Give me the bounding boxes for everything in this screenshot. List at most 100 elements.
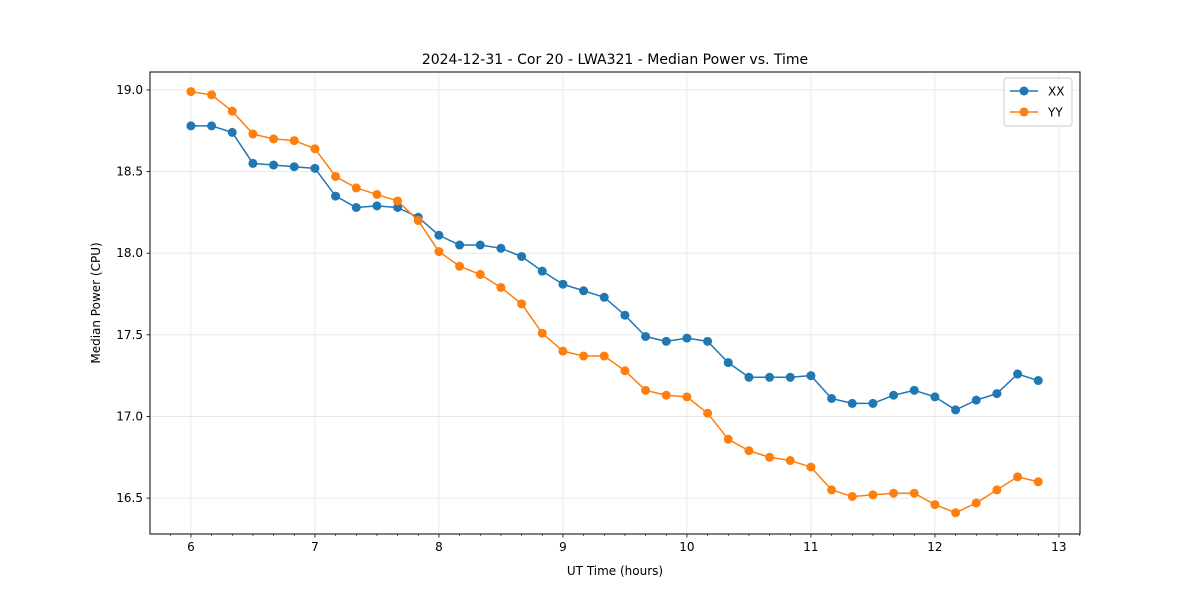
series-yy-point	[186, 87, 196, 97]
legend-xx-label: XX	[1048, 85, 1064, 99]
y-tick-label: 17.5	[116, 328, 143, 342]
x-tick-label: 13	[1051, 540, 1066, 554]
chart-title: 2024-12-31 - Cor 20 - LWA321 - Median Po…	[422, 52, 808, 68]
y-tick-label: 18.0	[116, 246, 143, 260]
series-yy-point	[372, 189, 382, 199]
series-xx-point	[744, 372, 754, 382]
series-xx-point	[661, 336, 671, 346]
series-yy-point	[1013, 472, 1023, 482]
series-yy-point	[269, 134, 279, 144]
series-yy-point	[496, 282, 506, 292]
series-yy	[186, 87, 1043, 518]
series-xx-point	[372, 201, 382, 211]
y-tick-label: 19.0	[116, 83, 143, 97]
series-xx-point	[310, 163, 320, 173]
series-yy-point	[641, 385, 651, 395]
x-tick-label: 12	[927, 540, 942, 554]
y-axis-label: Median Power (CPU)	[89, 242, 103, 363]
series-xx-point	[806, 371, 816, 381]
series-yy-point	[620, 366, 630, 376]
series-yy-point	[661, 390, 671, 400]
series-xx-point	[909, 385, 919, 395]
legend-xx-marker	[1019, 86, 1029, 96]
series-xx-point	[186, 121, 196, 131]
series-yy-point	[909, 488, 919, 498]
grid	[150, 72, 1080, 534]
series-layer	[186, 87, 1043, 518]
x-tick-label: 7	[311, 540, 319, 554]
series-yy-point	[331, 171, 341, 181]
series-xx-point	[682, 333, 692, 343]
series-xx-point	[723, 358, 733, 368]
series-xx-point	[599, 292, 609, 302]
x-tick-label: 8	[435, 540, 443, 554]
series-yy-point	[1033, 477, 1043, 487]
series-xx-point	[269, 160, 279, 170]
series-yy-point	[434, 247, 444, 257]
series-yy-point	[723, 434, 733, 444]
y-axis: 16.5 17.0 17.5 18.0 18.5 19.0	[116, 83, 150, 505]
y-tick-label: 17.0	[116, 409, 143, 423]
series-xx-point	[703, 336, 713, 346]
series-xx-point	[889, 390, 899, 400]
series-xx-point	[558, 279, 568, 289]
series-xx-point	[847, 398, 857, 408]
series-yy-point	[889, 488, 899, 498]
series-xx-point	[1013, 369, 1023, 379]
series-yy-point	[248, 129, 258, 139]
series-yy-point	[703, 408, 713, 418]
series-yy-point	[475, 269, 485, 279]
series-yy-point	[847, 491, 857, 501]
series-yy-point	[744, 446, 754, 456]
series-xx-point	[992, 389, 1002, 399]
series-xx-point	[496, 243, 506, 253]
series-xx-point	[785, 372, 795, 382]
series-xx-point	[227, 127, 237, 137]
series-xx-point	[331, 191, 341, 201]
x-tick-label: 9	[559, 540, 567, 554]
series-xx-point	[289, 162, 299, 172]
series-yy-point	[682, 392, 692, 402]
series-xx-point	[971, 395, 981, 405]
series-xx-point	[868, 398, 878, 408]
series-yy-point	[579, 351, 589, 361]
legend-yy-marker	[1019, 107, 1029, 117]
series-yy-point	[413, 216, 423, 226]
series-yy-point	[930, 500, 940, 510]
series-xx-point	[207, 121, 217, 131]
series-xx-point	[434, 230, 444, 240]
series-yy-point	[951, 508, 961, 518]
legend: XX YY	[1003, 77, 1073, 127]
series-yy-point	[455, 261, 465, 271]
y-tick-label: 16.5	[116, 491, 143, 505]
series-yy-point	[207, 90, 217, 100]
series-xx-point	[393, 203, 403, 212]
series-xx-point	[537, 266, 547, 276]
series-yy-point	[517, 299, 527, 309]
x-axis-label: UT Time (hours)	[567, 564, 663, 578]
series-xx-point	[620, 310, 630, 320]
series-yy-point	[765, 452, 775, 462]
x-axis: 6 7 8 9 10 11 12 13	[169, 534, 1080, 554]
series-yy-point	[806, 462, 816, 472]
x-tick-label: 11	[803, 540, 818, 554]
series-yy-point	[599, 351, 609, 361]
series-yy-point	[785, 456, 795, 466]
series-yy-point	[868, 490, 878, 500]
series-yy-point	[393, 196, 403, 206]
series-yy-point	[971, 498, 981, 508]
series-xx-point	[455, 240, 465, 250]
series-xx-point	[351, 203, 361, 212]
plot-frame	[149, 71, 1081, 535]
series-yy-point	[227, 106, 237, 116]
legend-yy-label: YY	[1047, 106, 1063, 120]
y-tick-label: 18.5	[116, 165, 143, 179]
series-yy-point	[992, 485, 1002, 495]
series-xx-point	[517, 251, 527, 261]
series-yy-point	[351, 183, 361, 193]
series-xx-point	[951, 405, 961, 415]
series-yy-point	[827, 485, 837, 495]
series-yy-point	[558, 346, 568, 356]
